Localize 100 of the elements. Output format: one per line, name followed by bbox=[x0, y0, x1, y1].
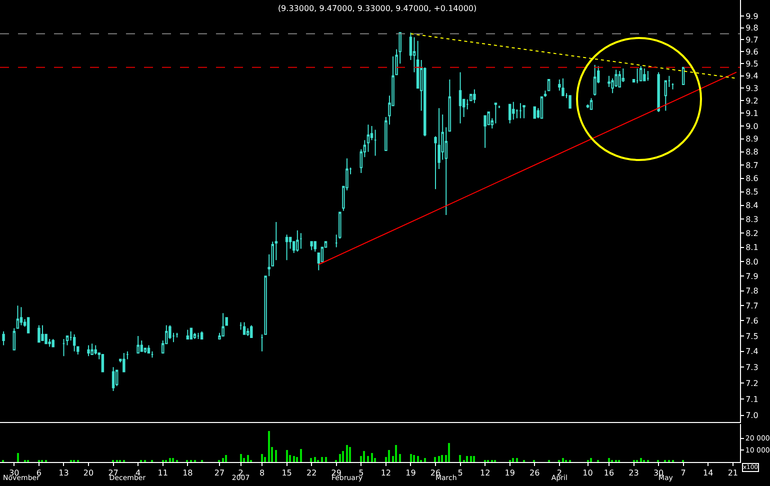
candlestick bbox=[250, 324, 253, 338]
candlestick bbox=[484, 115, 486, 148]
y-tick-label: 9.7 bbox=[746, 35, 758, 44]
candlestick bbox=[72, 334, 76, 352]
bar bbox=[562, 458, 564, 462]
y-tick-label: 9.0 bbox=[746, 122, 758, 131]
bar bbox=[399, 454, 401, 462]
bar bbox=[321, 457, 323, 462]
candlestick bbox=[242, 322, 246, 335]
x-tick-label: 20 bbox=[83, 468, 94, 478]
bar bbox=[240, 454, 242, 462]
candlestick bbox=[473, 88, 476, 104]
x-tick-label: 19 bbox=[406, 468, 416, 478]
y-tick-label: 8.2 bbox=[746, 228, 758, 238]
bar bbox=[410, 454, 412, 462]
y-tick-label: 7.5 bbox=[746, 332, 758, 341]
y-tick-label: 9.9 bbox=[746, 12, 758, 21]
y-tick-label: 8.1 bbox=[746, 243, 758, 252]
bar bbox=[516, 458, 518, 462]
bar bbox=[261, 454, 263, 462]
bar bbox=[367, 456, 369, 462]
bar bbox=[466, 456, 468, 462]
candlestick bbox=[664, 80, 668, 112]
candlestick bbox=[519, 102, 522, 119]
candlestick bbox=[448, 79, 452, 132]
candlestick bbox=[26, 317, 30, 334]
y-tick-label: 7.0 bbox=[746, 411, 758, 420]
candlestick bbox=[122, 352, 126, 372]
candlestick bbox=[168, 324, 172, 340]
candlestick bbox=[62, 338, 66, 357]
candlestick bbox=[140, 340, 143, 352]
candlestick bbox=[41, 324, 44, 342]
candlestick bbox=[112, 366, 115, 392]
bar bbox=[17, 453, 19, 462]
bar bbox=[300, 449, 302, 462]
bar bbox=[225, 455, 227, 462]
x-tick-label: 27 bbox=[214, 468, 225, 478]
bar bbox=[339, 454, 341, 462]
y-tick-label: 8.8 bbox=[746, 148, 758, 157]
y-tick-label: 9.6 bbox=[746, 47, 758, 56]
candlestick bbox=[38, 324, 40, 343]
y-tick-label: 8.6 bbox=[746, 174, 758, 184]
bar bbox=[413, 455, 415, 462]
candlestick bbox=[90, 343, 94, 356]
candlestick bbox=[522, 105, 526, 119]
text: (9.33000, 9.47000, 9.33000, 9.47000, +0.14000) bbox=[278, 4, 477, 13]
candlestick bbox=[16, 305, 20, 329]
candlestick bbox=[193, 332, 196, 340]
x-tick-label: 18 bbox=[182, 468, 193, 478]
y-tick-label: 9.2 bbox=[746, 96, 758, 106]
x-tick-label: 16 bbox=[604, 468, 614, 478]
bar bbox=[310, 458, 312, 462]
candlestick bbox=[147, 344, 150, 354]
y-tick-label: 7.3 bbox=[746, 362, 758, 372]
y-tick-label: 9.4 bbox=[746, 72, 758, 81]
bar bbox=[459, 455, 461, 462]
y-tick-label: 8.3 bbox=[746, 215, 758, 224]
bar bbox=[395, 445, 397, 462]
bar bbox=[314, 457, 316, 462]
y-tick-label: 7.4 bbox=[746, 347, 758, 356]
bar bbox=[169, 458, 171, 462]
candlestick bbox=[314, 241, 316, 252]
y-tick-label: 9.5 bbox=[746, 59, 758, 68]
x-tick-label: 23 bbox=[628, 468, 639, 478]
candlestick bbox=[115, 370, 118, 387]
y-tick-label: 7.9 bbox=[746, 272, 758, 281]
x-tick-label: 15 bbox=[282, 468, 292, 478]
candlestick bbox=[150, 350, 154, 358]
candlestick bbox=[101, 354, 104, 372]
y-tick-label: 7.2 bbox=[746, 378, 758, 388]
bar bbox=[247, 455, 249, 462]
candlestick bbox=[12, 328, 16, 350]
bar bbox=[346, 445, 348, 462]
bar bbox=[275, 450, 277, 462]
candlestick bbox=[562, 78, 564, 96]
bar bbox=[417, 456, 419, 462]
x-tick-label: 21 bbox=[728, 468, 738, 478]
bar bbox=[349, 447, 351, 462]
bar bbox=[243, 458, 245, 462]
candlestick bbox=[657, 72, 660, 112]
bar bbox=[363, 451, 365, 462]
bar bbox=[325, 457, 327, 462]
bar bbox=[473, 456, 475, 462]
bar bbox=[264, 457, 266, 462]
candlestick bbox=[176, 332, 178, 338]
bar bbox=[590, 458, 592, 462]
bar bbox=[388, 450, 390, 462]
candlestick bbox=[533, 106, 536, 119]
bar bbox=[434, 457, 436, 462]
candlestick bbox=[310, 241, 313, 251]
x-tick-label: 22 bbox=[306, 468, 317, 478]
y-tick-label: 9.8 bbox=[746, 24, 758, 33]
x-tick-label: 11 bbox=[158, 468, 168, 478]
bar bbox=[424, 458, 426, 462]
candlestick bbox=[196, 332, 200, 340]
bar bbox=[268, 431, 270, 462]
x-tick-label: 14 bbox=[703, 468, 714, 478]
candlestick bbox=[540, 96, 544, 119]
y-tick-label: 9.3 bbox=[746, 84, 758, 93]
bar bbox=[640, 458, 642, 462]
